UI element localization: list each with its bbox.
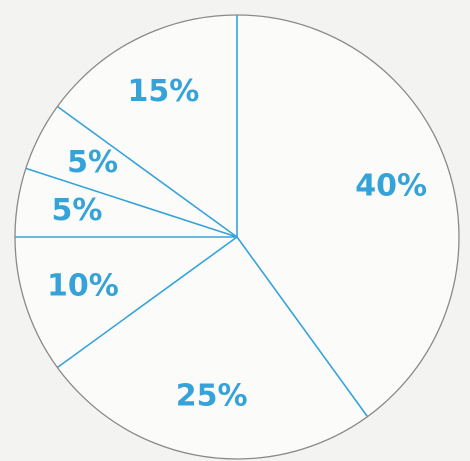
slice-label: 10% — [47, 269, 119, 304]
slice-label: 5% — [51, 193, 102, 228]
slice-divider — [236, 236, 369, 418]
slice-label: 25% — [176, 379, 248, 414]
pie-slice — [57, 237, 368, 459]
pie-slice — [15, 168, 237, 237]
pie-slice — [57, 15, 238, 237]
pie-slice — [25, 106, 238, 237]
slice-divider — [56, 236, 238, 369]
slice-label: 15% — [128, 74, 200, 109]
pie-slice — [237, 15, 460, 417]
slice-divider — [56, 105, 238, 238]
slice-divider — [25, 167, 238, 238]
slice-label: 40% — [355, 168, 427, 203]
slice-label: 5% — [67, 145, 118, 180]
pie-slice — [15, 237, 237, 368]
pie-outline — [14, 14, 460, 460]
